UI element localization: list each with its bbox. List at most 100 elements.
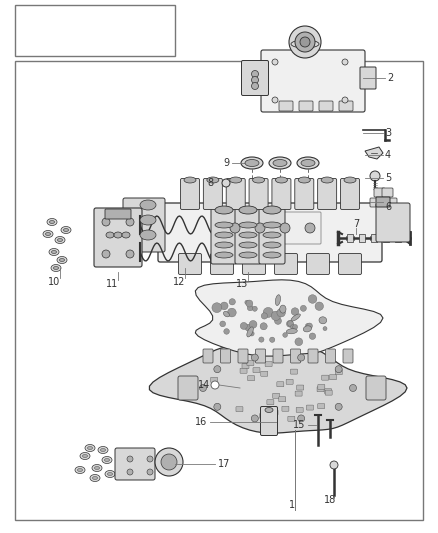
Polygon shape	[195, 280, 383, 356]
FancyBboxPatch shape	[105, 209, 131, 219]
Circle shape	[224, 329, 230, 334]
FancyBboxPatch shape	[282, 406, 289, 411]
Circle shape	[214, 403, 221, 410]
Circle shape	[300, 37, 310, 47]
Ellipse shape	[239, 206, 257, 214]
Ellipse shape	[321, 177, 333, 183]
FancyBboxPatch shape	[272, 179, 291, 209]
Ellipse shape	[239, 222, 257, 228]
Ellipse shape	[269, 157, 291, 169]
FancyBboxPatch shape	[286, 379, 293, 384]
Ellipse shape	[298, 177, 310, 183]
FancyBboxPatch shape	[247, 376, 254, 381]
Text: 11: 11	[106, 279, 118, 289]
Ellipse shape	[100, 448, 106, 451]
FancyBboxPatch shape	[203, 179, 223, 209]
Text: 2: 2	[387, 73, 393, 83]
FancyBboxPatch shape	[243, 254, 265, 274]
Circle shape	[245, 300, 249, 304]
Ellipse shape	[55, 237, 65, 244]
FancyBboxPatch shape	[378, 203, 389, 212]
FancyBboxPatch shape	[158, 203, 382, 262]
FancyBboxPatch shape	[318, 403, 325, 409]
Ellipse shape	[92, 477, 98, 480]
FancyBboxPatch shape	[261, 407, 278, 435]
Circle shape	[295, 338, 303, 345]
FancyBboxPatch shape	[319, 101, 333, 111]
Ellipse shape	[51, 264, 61, 271]
Ellipse shape	[140, 215, 156, 225]
FancyBboxPatch shape	[242, 364, 249, 369]
Circle shape	[289, 26, 321, 58]
FancyBboxPatch shape	[317, 387, 324, 392]
FancyBboxPatch shape	[325, 349, 336, 363]
Circle shape	[220, 302, 228, 310]
Circle shape	[323, 327, 327, 330]
FancyBboxPatch shape	[267, 400, 274, 405]
FancyBboxPatch shape	[271, 410, 278, 415]
FancyBboxPatch shape	[366, 376, 386, 400]
Text: 12: 12	[173, 277, 185, 287]
Ellipse shape	[140, 230, 156, 240]
FancyBboxPatch shape	[260, 414, 267, 418]
FancyBboxPatch shape	[211, 254, 233, 274]
FancyBboxPatch shape	[211, 377, 218, 382]
Ellipse shape	[301, 159, 315, 166]
Circle shape	[307, 323, 312, 329]
FancyBboxPatch shape	[219, 212, 321, 244]
Circle shape	[308, 295, 317, 303]
Circle shape	[127, 469, 133, 475]
Ellipse shape	[49, 221, 54, 223]
Circle shape	[286, 320, 293, 327]
Ellipse shape	[230, 177, 242, 183]
Circle shape	[126, 218, 134, 226]
Circle shape	[102, 218, 110, 226]
FancyBboxPatch shape	[247, 361, 254, 366]
Circle shape	[280, 223, 290, 233]
Ellipse shape	[49, 248, 59, 255]
FancyBboxPatch shape	[259, 208, 285, 264]
Circle shape	[261, 313, 268, 319]
Circle shape	[330, 461, 338, 469]
Circle shape	[315, 302, 323, 310]
FancyBboxPatch shape	[336, 370, 342, 375]
Ellipse shape	[215, 222, 233, 228]
FancyBboxPatch shape	[261, 50, 365, 112]
Circle shape	[212, 303, 222, 312]
Ellipse shape	[53, 266, 59, 270]
FancyBboxPatch shape	[382, 188, 393, 197]
Ellipse shape	[215, 232, 233, 238]
Circle shape	[305, 223, 315, 233]
Ellipse shape	[291, 314, 300, 321]
Ellipse shape	[46, 232, 50, 236]
Ellipse shape	[61, 227, 71, 233]
Ellipse shape	[80, 453, 90, 459]
Ellipse shape	[90, 474, 100, 481]
Ellipse shape	[303, 326, 311, 332]
Bar	[371, 234, 377, 242]
FancyBboxPatch shape	[273, 349, 283, 363]
Ellipse shape	[276, 295, 280, 305]
Ellipse shape	[263, 206, 281, 214]
Circle shape	[295, 32, 315, 52]
FancyBboxPatch shape	[370, 198, 381, 207]
Text: 10: 10	[48, 277, 60, 287]
Ellipse shape	[223, 311, 230, 317]
Circle shape	[246, 300, 253, 307]
FancyBboxPatch shape	[240, 368, 247, 373]
Ellipse shape	[114, 232, 122, 238]
FancyBboxPatch shape	[178, 376, 198, 400]
Circle shape	[275, 318, 282, 325]
Circle shape	[350, 384, 357, 392]
Ellipse shape	[239, 252, 257, 258]
Ellipse shape	[280, 305, 286, 313]
Text: 1: 1	[289, 500, 295, 510]
Circle shape	[249, 331, 254, 336]
FancyBboxPatch shape	[115, 448, 155, 480]
Ellipse shape	[263, 252, 281, 258]
FancyBboxPatch shape	[360, 67, 376, 89]
Ellipse shape	[215, 242, 233, 248]
Text: 14: 14	[198, 380, 210, 390]
FancyBboxPatch shape	[376, 203, 410, 242]
Ellipse shape	[215, 206, 233, 214]
